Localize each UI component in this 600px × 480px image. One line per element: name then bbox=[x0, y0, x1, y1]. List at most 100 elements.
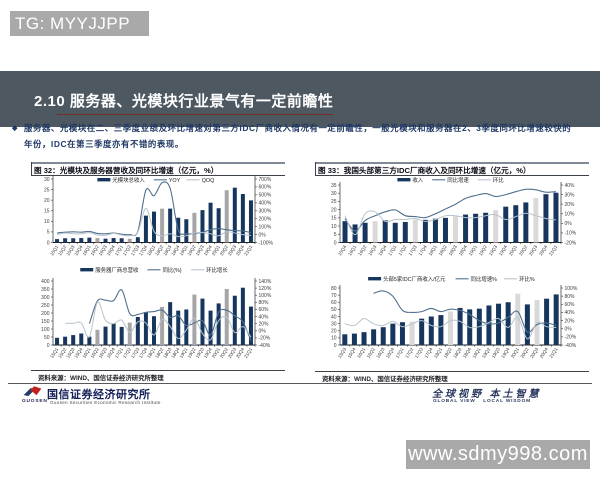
x-tick-label: 19Q2 bbox=[187, 347, 197, 360]
x-tick-label: 17Q3 bbox=[130, 244, 140, 257]
x-tick-label: 17Q3 bbox=[407, 244, 417, 257]
bar bbox=[176, 310, 181, 345]
figure-title-rule bbox=[315, 174, 589, 176]
bar bbox=[63, 238, 68, 243]
tg-watermark-badge: TG: MYYJJPP bbox=[10, 11, 149, 36]
x-tick-label: 15Q3 bbox=[65, 244, 75, 257]
bar bbox=[342, 221, 348, 243]
bar bbox=[503, 206, 509, 243]
figure-left-rule bbox=[315, 162, 316, 175]
y-tick-label-left: 50 bbox=[331, 307, 337, 313]
x-tick-label: 16Q4 bbox=[385, 347, 395, 360]
bar bbox=[95, 238, 100, 243]
chart-2: 0 5 10 15 20 25 30 35 -20% -10% 0% 10% 20% 30% 40% 15Q4… bbox=[331, 176, 577, 257]
bar bbox=[240, 287, 245, 345]
y-tick-label-left: 10 bbox=[44, 219, 50, 225]
x-tick-label: 15Q1 bbox=[49, 244, 59, 257]
figure-left-rule bbox=[31, 162, 32, 175]
guosen-logo-icon bbox=[23, 386, 42, 396]
bar bbox=[399, 322, 405, 345]
x-tick-label: 18Q2 bbox=[154, 244, 164, 257]
y-tick-label-right: 30% bbox=[565, 192, 576, 198]
x-tick-label: 19Q2 bbox=[187, 244, 197, 257]
bar bbox=[71, 335, 76, 345]
x-tick-label: 18Q2 bbox=[154, 347, 164, 360]
bar bbox=[382, 220, 388, 243]
y-tick-label-right: 500% bbox=[259, 193, 272, 199]
x-tick-label: 15Q3 bbox=[65, 347, 75, 360]
y-tick-label-right: 20% bbox=[259, 321, 270, 327]
bar bbox=[513, 205, 519, 243]
y-tick-label-right: -40% bbox=[259, 343, 271, 349]
x-tick-label: 19Q1 bbox=[471, 347, 481, 360]
x-tick-label: 18Q3 bbox=[448, 244, 458, 257]
y-tick-label-right: 0% bbox=[565, 327, 573, 333]
y-tick-label-left: 300 bbox=[41, 295, 50, 301]
x-tick-label: 20Q4 bbox=[235, 244, 245, 257]
y-tick-label-right: 40% bbox=[565, 310, 576, 316]
bar bbox=[432, 218, 438, 243]
y-tick-label-left: 35 bbox=[331, 183, 337, 189]
bar bbox=[496, 303, 502, 345]
x-tick-label: 19Q3 bbox=[195, 347, 205, 360]
y-tick-label-right: 10% bbox=[565, 212, 576, 218]
y-tick-label-right: 0% bbox=[259, 329, 267, 335]
figure-top-rule bbox=[31, 162, 285, 164]
x-tick-label: 18Q2 bbox=[443, 347, 453, 360]
bar bbox=[216, 303, 221, 345]
y-tick-label-right: -40% bbox=[565, 343, 577, 349]
bar bbox=[473, 213, 479, 243]
bar bbox=[111, 323, 116, 345]
bar bbox=[95, 329, 100, 345]
line-同比增速% bbox=[373, 290, 557, 333]
y-tick-label-left: 80 bbox=[331, 286, 337, 292]
y-tick-label-right: 20% bbox=[565, 318, 576, 324]
figure-title-rule bbox=[31, 174, 285, 176]
bar bbox=[361, 332, 367, 345]
y-tick-label-left: 60 bbox=[331, 300, 337, 306]
bar bbox=[523, 202, 529, 243]
bar bbox=[87, 336, 92, 345]
x-tick-label: 20Q1 bbox=[510, 347, 520, 360]
x-tick-label: 20Q3 bbox=[528, 244, 538, 257]
x-tick-label: 16Q4 bbox=[377, 244, 387, 257]
bar bbox=[103, 326, 108, 345]
x-tick-label: 15Q4 bbox=[73, 347, 83, 360]
y-tick-label-left: 100 bbox=[41, 327, 50, 333]
bar bbox=[419, 318, 425, 345]
bar bbox=[493, 210, 499, 243]
bar bbox=[103, 238, 108, 243]
y-tick-label-left: 200 bbox=[41, 311, 50, 317]
legend-label: 收入 bbox=[412, 176, 423, 184]
x-tick-label: 17Q4 bbox=[418, 244, 428, 257]
x-tick-label: 17Q1 bbox=[387, 244, 397, 257]
y-tick-label-right: 100% bbox=[259, 293, 272, 299]
x-tick-label: 18Q3 bbox=[162, 244, 172, 257]
y-tick-label-left: 15 bbox=[331, 216, 337, 222]
slogan-cn: 全球视野 本土智慧 bbox=[432, 389, 542, 400]
legend-swatch-bar bbox=[97, 178, 111, 182]
bar bbox=[232, 295, 237, 345]
bar bbox=[457, 307, 463, 345]
bar bbox=[63, 336, 68, 345]
y-tick-label-right: 120% bbox=[259, 286, 272, 292]
line-同比增速 bbox=[344, 188, 557, 232]
figure-source: 资料来源：WIND、国信证券经济研究所整理 bbox=[322, 375, 448, 383]
bar bbox=[208, 202, 213, 243]
bar bbox=[553, 294, 559, 345]
bar bbox=[192, 294, 197, 345]
x-tick-label: 19Q3 bbox=[195, 244, 205, 257]
x-tick-label: 19Q3 bbox=[488, 244, 498, 257]
bar bbox=[402, 221, 408, 243]
y-tick-label-left: 10 bbox=[331, 224, 337, 230]
legend-label: 同比(%) bbox=[162, 266, 181, 274]
bar bbox=[79, 238, 84, 243]
bar bbox=[438, 315, 444, 345]
y-tick-label-right: -20% bbox=[259, 336, 271, 342]
x-tick-label: 21Q1 bbox=[243, 347, 253, 360]
bar bbox=[453, 216, 459, 243]
bar bbox=[428, 316, 434, 345]
x-tick-label: 15Q4 bbox=[337, 244, 347, 257]
y-tick-label-left: 15 bbox=[44, 209, 50, 215]
